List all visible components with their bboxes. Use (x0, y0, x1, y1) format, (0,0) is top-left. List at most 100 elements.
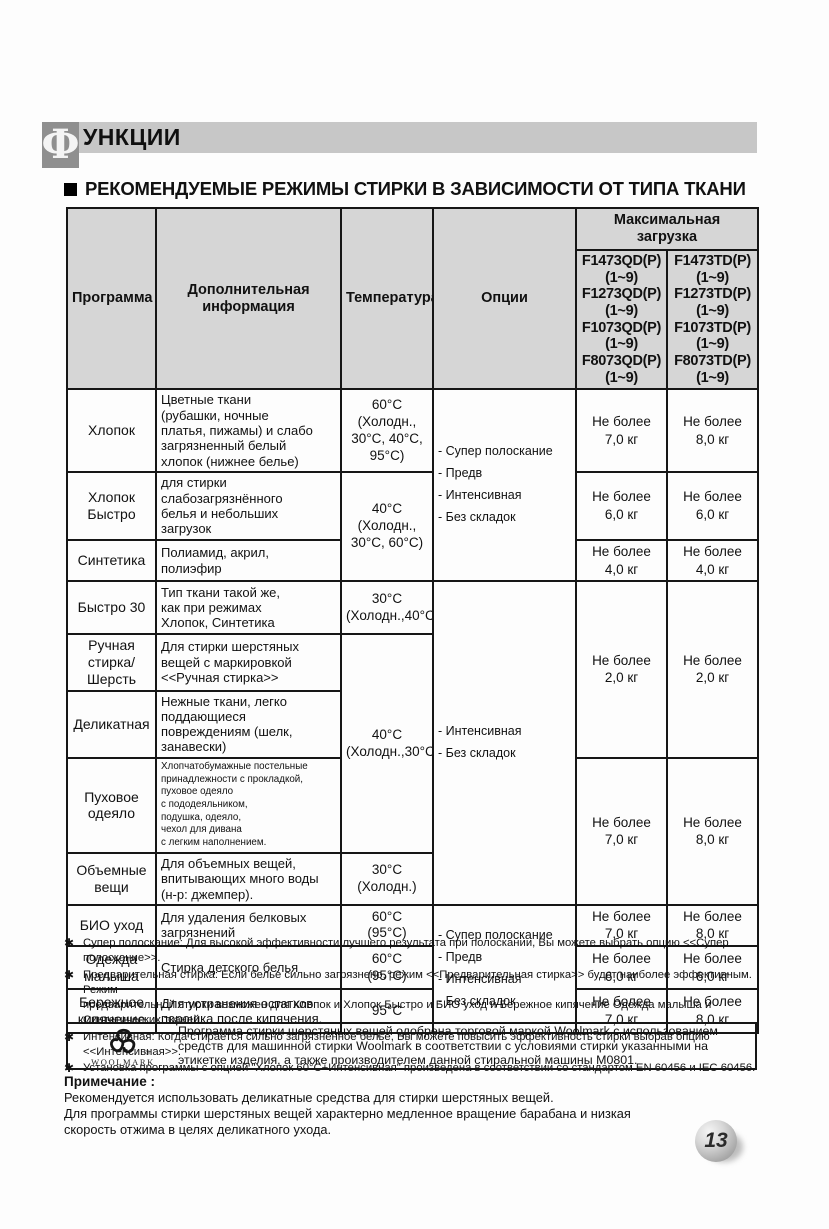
info-cell: Для устранения остатков порошка после ки… (155, 988, 342, 1035)
header-title: УНКЦИИ (83, 124, 181, 150)
col-header-info: Дополнительная информация (155, 206, 342, 391)
info-cell: Тип ткани такой же, как при режимах Хлоп… (155, 580, 342, 636)
info-cell: Стирка детского белья (155, 945, 342, 991)
load-td-cell: Не более 6,0 кг (666, 471, 759, 542)
load-td-cell: Не более 6,0 кг (666, 945, 759, 991)
table-row: Пуховое одеяло Хлопчатобумажные постельн… (66, 756, 759, 906)
asterisk-icon: ✱ (64, 967, 75, 982)
table-row: Быстро 30 Тип ткани такой же, как при ре… (66, 580, 759, 906)
header-band: УНКЦИИ (79, 122, 757, 153)
program-cell: БИО уход (66, 903, 157, 948)
header-dropcap: Ф (41, 121, 80, 168)
registered-mark: ® (145, 1050, 150, 1057)
info-cell: Цветные ткани (рубашки, ночные платья, п… (155, 388, 342, 474)
woolmark-box: ® WOOLMARK Программа стирки шерстяных ве… (66, 1022, 757, 1070)
table-header-row: Программа Дополнительная информация Темп… (66, 206, 759, 391)
load-td-cell: Не более 8,0 кг (666, 388, 759, 474)
table-models-row: F1473QD(P)(1~9) F1273QD(P)(1~9) F1073QD(… (67, 248, 759, 391)
program-cell: Хлопок Быстро (66, 471, 157, 542)
footnotes: ✱ Супер полоскание: Для высокой эффектив… (64, 936, 764, 1078)
program-cell: Синтетика (66, 539, 157, 583)
temp-cell: 95°C (340, 988, 434, 1035)
info-cell: Для стирки шерстяных вещей с маркировкой… (155, 633, 342, 692)
load-qd-cell: Не более 7,0 кг (575, 388, 668, 474)
program-cell: Бережное кипячение (66, 988, 157, 1035)
table-row: Одежда малыша Стирка детского белья 60°C… (66, 945, 759, 991)
table-row: Синтетика Полиамид, акрил, полиэфир Не б… (66, 539, 759, 583)
page-number-ball: 13 (695, 1120, 737, 1162)
options-cell: - Супер полоскание - Предв - Интенсивная… (432, 388, 577, 583)
options-cell: - Интенсивная - Без складок (432, 580, 577, 906)
info-cell: Нежные ткани, легко поддающиеся поврежде… (155, 689, 342, 759)
program-cell: Одежда малыша (66, 945, 157, 991)
asterisk-icon: ✱ (64, 1029, 75, 1044)
table-row: Хлопок Быстро для стирки слабозагрязнённ… (66, 471, 759, 583)
col-header-temperature: Температура. (340, 206, 434, 391)
info-cell: Для объемных вещей, впитывающих много во… (155, 851, 342, 906)
col-header-models-qd: F1473QD(P)(1~9) F1273QD(P)(1~9) F1073QD(… (575, 248, 668, 391)
note-title: Примечание : (64, 1074, 155, 1089)
section-title-row: РЕКОМЕНДУЕМЫЕ РЕЖИМЫ СТИРКИ В ЗАВИСИМОСТ… (64, 178, 759, 200)
footnote-text: Супер полоскание: Для высокой эффективно… (83, 937, 729, 965)
page-number: 13 (704, 1129, 728, 1152)
footnote-text: Предварительная стирка: Если белье сильн… (83, 968, 752, 1027)
col-header-models-td: F1473TD(P)(1~9) F1273TD(P)(1~9) F1073TD(… (666, 248, 759, 391)
square-bullet-icon (64, 182, 77, 196)
footnote-text: Интенсивная: Когда стирается сильно загр… (83, 1030, 710, 1058)
col-header-max-load: Максимальная загрузка (575, 207, 759, 251)
temp-cell: 40°C (Холодн., 30°C, 60°C) (340, 471, 434, 583)
load-td-cell: Не более 2,0 кг (666, 580, 759, 759)
program-cell: Хлопок (66, 388, 157, 474)
col-header-program: Программа (66, 206, 157, 391)
load-qd-cell: Не более 6,0 кг (575, 471, 668, 542)
table-row: Объемные вещи Для объемных вещей, впитыв… (66, 851, 758, 906)
temp-cell: 30°C (Холодн.) (340, 851, 434, 906)
table-row: Деликатная Нежные ткани, легко поддающие… (66, 689, 758, 759)
temp-cell: 60°C (Холодн., 30°C, 40°C, 95°C) (340, 388, 434, 474)
col-header-options: Опции (432, 206, 577, 391)
asterisk-icon: ✱ (64, 936, 75, 950)
info-cell: Полиамид, акрил, полиэфир (155, 539, 342, 583)
info-cell: Для удаления белковых загрязнений (155, 903, 342, 948)
load-td-cell: Не более 8,0 кг (666, 988, 759, 1035)
options-cell: - Супер полоскание - Предв - Интенсивная… (432, 903, 577, 1035)
program-cell: Быстро 30 (66, 580, 157, 636)
woolmark-swirl-icon (110, 1028, 136, 1053)
header-dropcap-box: Ф (42, 122, 79, 168)
note-body: Рекомендуется использовать деликатные ср… (64, 1090, 631, 1137)
woolmark-label: WOOLMARK (91, 1056, 155, 1067)
table-row: БИО уход Для удаления белковых загрязнен… (66, 903, 759, 1035)
footnote-item: ✱ Интенсивная: Когда стирается сильно за… (64, 1030, 764, 1061)
program-cell: Пуховое одеяло (66, 756, 157, 854)
temp-cell: 30°C (Холодн.,40°C) (340, 580, 434, 636)
load-qd-cell: Не более 7,0 кг (575, 903, 668, 948)
page-number-badge: 13 (695, 1120, 743, 1162)
temp-cell: 60°C (95°C) (340, 903, 434, 948)
temp-cell: 40°C (Холодн.,30°C) (340, 633, 434, 854)
page-header: Ф УНКЦИИ (42, 122, 757, 168)
note-block: Примечание : Рекомендуется использовать … (64, 1074, 764, 1137)
table-row: Бережное кипячение Для устранения остатк… (66, 988, 759, 1035)
program-cell: Объемные вещи (66, 851, 157, 906)
section-title: РЕКОМЕНДУЕМЫЕ РЕЖИМЫ СТИРКИ В ЗАВИСИМОСТ… (85, 178, 746, 199)
load-qd-cell: Не более 7,0 кг (575, 756, 668, 906)
load-qd-cell: Не более 7,0 кг (575, 988, 668, 1035)
footnote-item: ✱ Предварительная стирка: Если белье сил… (64, 968, 764, 1029)
load-qd-cell: Не более 6,0 кг (575, 945, 668, 991)
program-cell: Ручная стирка/ Шерсть (66, 633, 157, 692)
info-cell: Хлопчатобумажные постельные принадлежнос… (155, 756, 342, 854)
load-td-cell: Не более 8,0 кг (666, 903, 759, 948)
load-qd-cell: Не более 2,0 кг (575, 580, 668, 759)
load-td-cell: Не более 8,0 кг (666, 756, 759, 906)
woolmark-logo: ® WOOLMARK (68, 1026, 178, 1067)
footnote-item: ✱ Супер полоскание: Для высокой эффектив… (64, 936, 764, 967)
program-cell: Деликатная (66, 689, 157, 759)
woolmark-text: Программа стирки шерстяных вещей одобрен… (178, 1024, 718, 1068)
temp-cell: 60°C (95°C) (340, 945, 434, 991)
table-row: Хлопок Цветные ткани (рубашки, ночные пл… (66, 388, 759, 583)
load-qd-cell: Не более 4,0 кг (575, 539, 668, 583)
info-cell: для стирки слабозагрязнённого белья и не… (155, 471, 342, 542)
load-td-cell: Не более 4,0 кг (666, 539, 759, 583)
wash-programs-table: Программа Дополнительная информация Темп… (66, 206, 759, 1035)
